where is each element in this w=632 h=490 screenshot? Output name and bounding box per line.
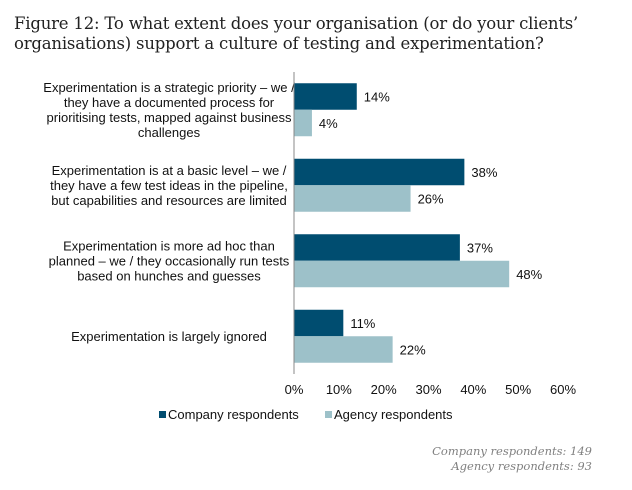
footnote-agency-count: Agency respondents: 93 — [451, 459, 592, 473]
legend-swatch-company — [159, 411, 166, 418]
value-label-company-4: 11% — [350, 316, 375, 331]
x-tick-label-50: 50% — [505, 382, 531, 397]
value-label-agency-3: 48% — [516, 267, 542, 282]
value-label-company-1: 14% — [364, 90, 390, 105]
bar-agency-3 — [294, 260, 510, 288]
category-label-1-line-1: Experimentation is a strategic priority … — [43, 80, 295, 95]
category-label-2-line-1: Experimentation is at a basic level – we… — [52, 163, 287, 178]
x-tick-label-10: 10% — [326, 382, 352, 397]
category-label-1-line-3: prioritising tests, mapped against busin… — [47, 110, 292, 125]
x-tick-label-60: 60% — [550, 382, 576, 397]
legend-label-agency: Agency respondents — [334, 407, 453, 422]
category-label-2-line-2: they have a few test ideas in the pipeli… — [50, 178, 288, 193]
x-tick-label-40: 40% — [460, 382, 486, 397]
x-tick-label-0: 0% — [285, 382, 304, 397]
value-label-company-2: 38% — [471, 165, 497, 180]
bar-company-4 — [294, 309, 344, 337]
category-label-3-line-1: Experimentation is more ad hoc than — [63, 238, 275, 253]
value-label-agency-4: 22% — [400, 343, 426, 358]
bar-agency-1 — [294, 109, 312, 137]
category-label-4-line-1: Experimentation is largely ignored — [71, 329, 267, 344]
footnote-company-count: Company respondents: 149 — [432, 444, 592, 458]
value-label-company-3: 37% — [467, 241, 493, 256]
category-label-2-line-3: but capabilities and resources are limit… — [51, 193, 287, 208]
bar-company-1 — [294, 83, 357, 110]
x-tick-label-20: 20% — [371, 382, 397, 397]
category-label-1-line-4: challenges — [138, 125, 201, 140]
chart-title: Figure 12: To what extent does your orga… — [14, 14, 579, 53]
category-label-3-line-3: based on hunches and guesses — [77, 268, 261, 283]
x-tick-label-30: 30% — [415, 382, 441, 397]
legend-swatch-agency — [325, 411, 332, 418]
category-label-3-line-2: planned – we / they occasionally run tes… — [49, 253, 290, 268]
value-label-agency-1: 4% — [319, 116, 338, 131]
value-label-agency-2: 26% — [418, 192, 444, 207]
legend-label-company: Company respondents — [168, 407, 299, 422]
bar-agency-4 — [294, 336, 393, 363]
bar-company-2 — [294, 158, 465, 186]
bar-company-3 — [294, 234, 460, 261]
bar-agency-2 — [294, 185, 411, 212]
category-label-1-line-2: they have a documented process for — [64, 95, 275, 110]
